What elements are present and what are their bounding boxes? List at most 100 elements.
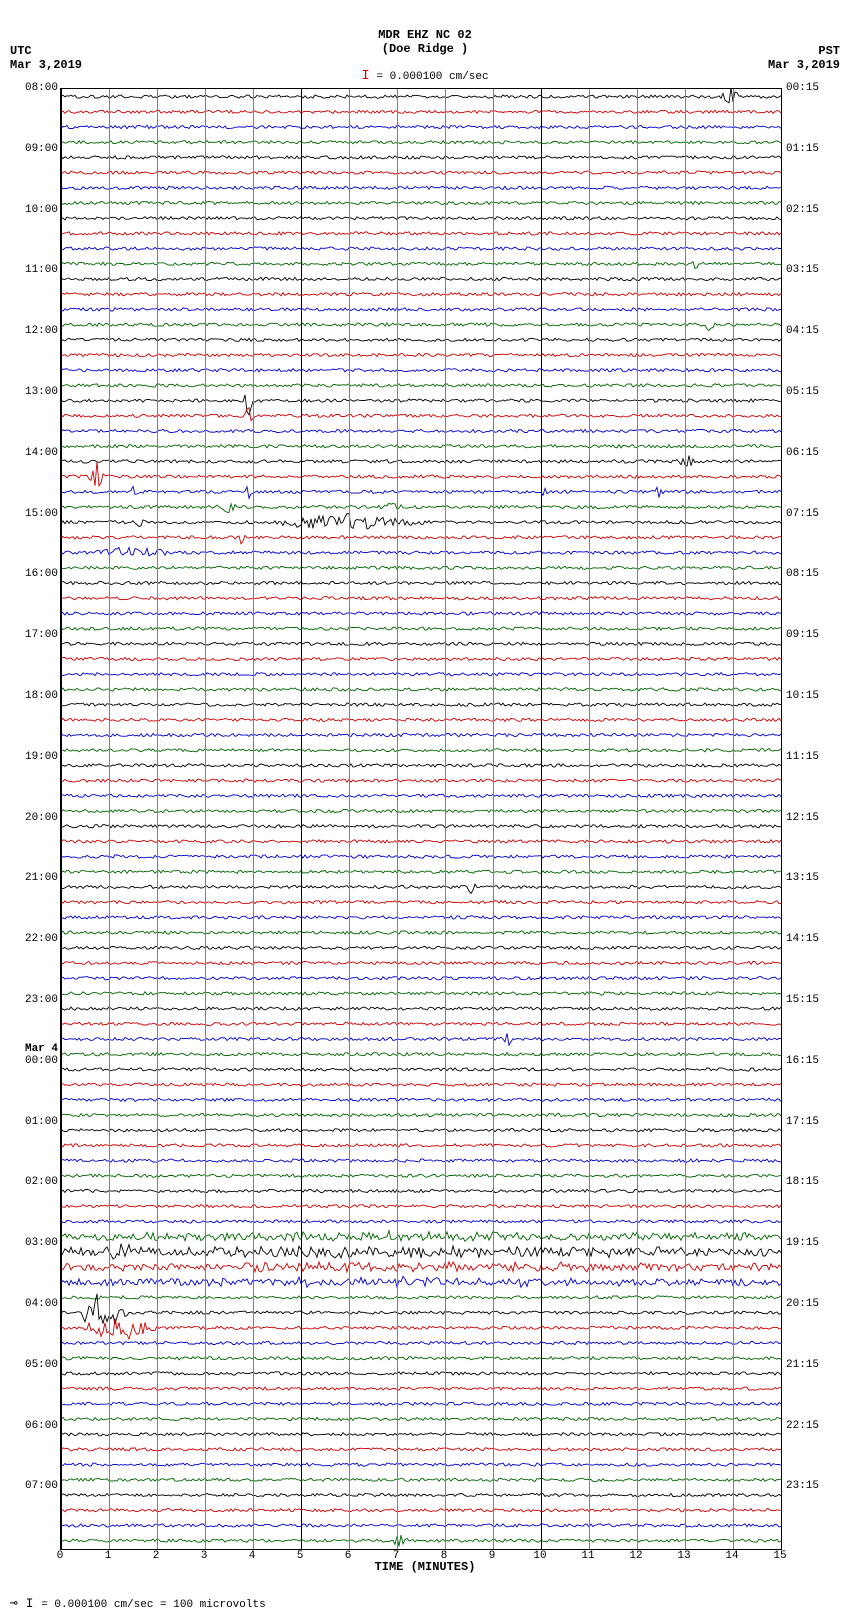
seismic-trace xyxy=(61,1509,781,1512)
gridline-v xyxy=(61,89,62,1549)
seismic-trace xyxy=(61,429,781,432)
seismic-trace xyxy=(61,486,781,498)
seismic-trace xyxy=(61,1276,781,1287)
utc-hour-label: 13:00 xyxy=(4,386,58,398)
seismic-trace xyxy=(61,456,781,466)
seismic-trace xyxy=(61,445,781,448)
seismic-trace xyxy=(61,461,781,485)
seismic-trace xyxy=(61,961,781,964)
seismic-trace xyxy=(61,1341,781,1344)
seismic-trace xyxy=(61,1478,781,1481)
seismic-trace xyxy=(61,548,781,556)
seismogram-plot xyxy=(60,88,782,1550)
utc-hour-label: 07:00 xyxy=(4,1480,58,1492)
utc-hour-label: 10:00 xyxy=(4,204,58,216)
pst-hour-label: 09:15 xyxy=(786,629,840,641)
seismic-trace xyxy=(61,277,781,280)
seismic-trace xyxy=(61,1535,781,1546)
utc-hour-label: 19:00 xyxy=(4,751,58,763)
utc-hour-label: 12:00 xyxy=(4,325,58,337)
pst-hour-label: 03:15 xyxy=(786,264,840,276)
seismic-trace xyxy=(61,1129,781,1132)
seismic-trace xyxy=(61,186,781,189)
seismic-trace xyxy=(61,627,781,630)
seismic-trace xyxy=(61,232,781,235)
x-axis-label: TIME (MINUTES) xyxy=(0,1560,850,1574)
pst-hour-label: 02:15 xyxy=(786,204,840,216)
seismic-trace xyxy=(61,581,781,584)
station-id: MDR EHZ NC 02 xyxy=(0,28,850,42)
trace-svg xyxy=(61,89,781,1549)
seismic-trace xyxy=(61,247,781,250)
pst-hour-label: 07:15 xyxy=(786,508,840,520)
seismic-trace xyxy=(61,870,781,873)
seismic-trace xyxy=(61,217,781,220)
seismic-trace xyxy=(61,353,781,356)
seismic-trace xyxy=(61,262,781,269)
utc-hour-label: 02:00 xyxy=(4,1176,58,1188)
pst-hour-label: 23:15 xyxy=(786,1480,840,1492)
tz-left: UTC xyxy=(10,44,32,58)
seismic-trace xyxy=(61,338,781,341)
x-tick-label: 15 xyxy=(773,1550,786,1562)
seismic-trace xyxy=(61,1144,781,1147)
x-tick-label: 10 xyxy=(533,1550,546,1562)
x-tick-label: 13 xyxy=(677,1550,690,1562)
seismic-trace xyxy=(61,141,781,144)
date-right: Mar 3,2019 xyxy=(768,58,840,72)
seismic-trace xyxy=(61,1174,781,1177)
gridline-v xyxy=(685,89,686,1549)
seismic-trace xyxy=(61,688,781,691)
date-left: Mar 3,2019 xyxy=(10,58,82,72)
footer-scale: ⊸ I = 0.000100 cm/sec = 100 microvolts xyxy=(10,1596,266,1611)
seismic-trace xyxy=(61,201,781,204)
x-tick-label: 14 xyxy=(725,1550,738,1562)
seismic-trace xyxy=(61,779,781,782)
pst-hour-label: 05:15 xyxy=(786,386,840,398)
seismic-trace xyxy=(61,384,781,387)
pst-hour-label: 13:15 xyxy=(786,872,840,884)
seismic-trace xyxy=(61,1433,781,1436)
x-tick-label: 5 xyxy=(297,1550,304,1562)
seismic-trace xyxy=(61,125,781,128)
pst-hour-label: 18:15 xyxy=(786,1176,840,1188)
utc-hour-label: 04:00 xyxy=(4,1298,58,1310)
seismic-trace xyxy=(61,89,781,103)
seismic-trace xyxy=(61,733,781,736)
pst-hour-label: 16:15 xyxy=(786,1055,840,1067)
tz-right: PST xyxy=(818,44,840,58)
seismic-trace xyxy=(61,749,781,752)
pst-hour-label: 11:15 xyxy=(786,751,840,763)
seismic-trace xyxy=(61,1068,781,1071)
pst-hour-label: 19:15 xyxy=(786,1237,840,1249)
seismic-trace xyxy=(61,1231,781,1242)
gridline-v xyxy=(637,89,638,1549)
seismic-trace xyxy=(61,514,781,529)
seismic-trace xyxy=(61,884,781,893)
scale-indicator: I = 0.000100 cm/sec xyxy=(0,68,850,84)
utc-hour-label: 21:00 xyxy=(4,872,58,884)
seismic-trace xyxy=(61,992,781,995)
pst-hour-label: 17:15 xyxy=(786,1116,840,1128)
dateline-label: Mar 4 xyxy=(4,1043,58,1055)
x-tick-label: 1 xyxy=(105,1550,112,1562)
gridline-v xyxy=(781,89,782,1549)
seismic-trace xyxy=(61,657,781,660)
gridline-v xyxy=(733,89,734,1549)
seismic-trace xyxy=(61,855,781,858)
utc-hour-label: 11:00 xyxy=(4,264,58,276)
pst-hour-label: 08:15 xyxy=(786,568,840,580)
x-tick-label: 6 xyxy=(345,1550,352,1562)
pst-hour-label: 01:15 xyxy=(786,143,840,155)
seismic-trace xyxy=(61,110,781,113)
seismic-trace xyxy=(61,901,781,904)
seismic-trace xyxy=(61,1022,781,1025)
seismic-trace xyxy=(61,1463,781,1466)
seismic-trace xyxy=(61,1357,781,1360)
pst-hour-label: 22:15 xyxy=(786,1420,840,1432)
seismic-trace xyxy=(61,369,781,372)
seismic-trace xyxy=(61,794,781,797)
seismic-trace xyxy=(61,1113,781,1116)
seismic-trace xyxy=(61,293,781,296)
seismic-trace xyxy=(61,840,781,843)
